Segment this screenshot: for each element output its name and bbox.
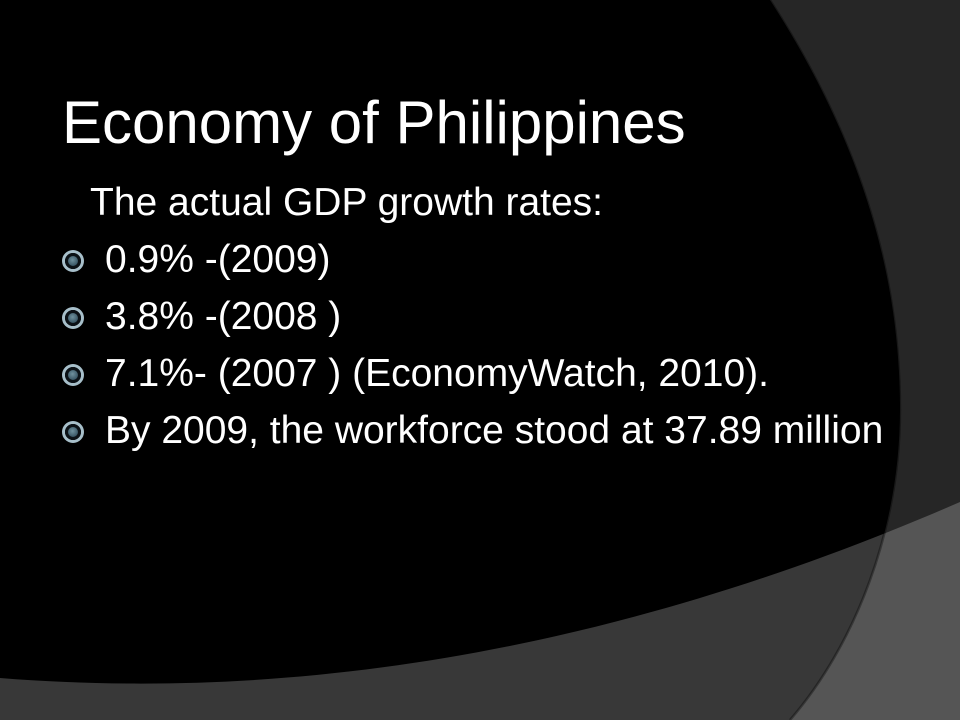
intro-text: The actual GDP growth rates:: [90, 181, 604, 224]
bullet-text: 7.1%- (2007 ) (EconomyWatch, 2010).: [105, 352, 770, 395]
slide-body: The actual GDP growth rates: 0.9% -(2009…: [0, 174, 960, 459]
circled-dot-bullet-icon: [65, 424, 81, 440]
circled-dot-bullet-icon: [65, 367, 81, 383]
bullet-text: 3.8% -(2008 ): [105, 295, 342, 338]
bullet-text: 0.9% -(2009): [105, 238, 331, 281]
intro-line: The actual GDP growth rates:: [0, 174, 960, 231]
right-curve-shape: [770, 0, 960, 720]
circled-dot-bullet-icon: [65, 253, 81, 269]
curve-seam-line: [768, 0, 902, 720]
bottom-sweep-shape: [0, 502, 960, 720]
bullet-item-2: 3.8% -(2008 ): [0, 288, 960, 345]
circled-dot-bullet-icon: [65, 310, 81, 326]
bullet-item-1: 0.9% -(2009): [0, 231, 960, 288]
bullet-item-4: By 2009, the workforce stood at 37.89 mi…: [0, 402, 960, 459]
slide-title: Economy of Philippines: [62, 89, 686, 156]
bullet-item-3: 7.1%- (2007 ) (EconomyWatch, 2010).: [0, 345, 960, 402]
bullet-text: By 2009, the workforce stood at 37.89 mi…: [105, 409, 884, 452]
